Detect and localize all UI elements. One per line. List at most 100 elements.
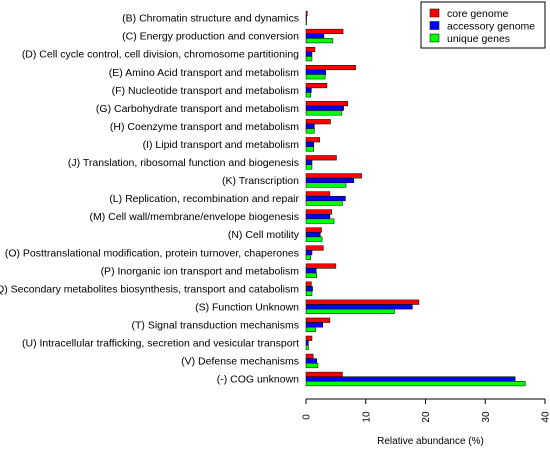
bar-unique-genes-7 bbox=[305, 146, 315, 152]
bar-core-genome-15 bbox=[305, 281, 312, 287]
category-label-5: (G) Carbohydrate transport and metabolis… bbox=[96, 103, 299, 115]
category-label-19: (V) Defense mechanisms bbox=[181, 356, 299, 368]
bar-unique-genes-11 bbox=[305, 218, 335, 224]
bar-unique-genes-16 bbox=[305, 308, 395, 314]
category-label-8: (J) Translation, ribosomal function and … bbox=[68, 157, 299, 169]
x-tick-label-0: 0 bbox=[302, 414, 313, 420]
bar-unique-genes-10 bbox=[305, 200, 343, 206]
bar-core-genome-4 bbox=[305, 83, 328, 89]
category-label-2: (D) Cell cycle control, cell division, c… bbox=[22, 49, 299, 61]
category-label-11: (M) Cell wall/membrane/envelope biogenes… bbox=[89, 211, 299, 223]
category-label-15: (Q) Secondary metabolites biosynthesis, … bbox=[0, 283, 299, 295]
category-label-9: (K) Transcription bbox=[222, 175, 299, 187]
category-label-16: (S) Function Unknown bbox=[195, 301, 299, 313]
bar-core-genome-9 bbox=[305, 173, 362, 179]
bar-core-genome-20 bbox=[305, 371, 343, 377]
bar-core-genome-1 bbox=[305, 28, 344, 34]
bar-unique-genes-4 bbox=[305, 92, 312, 98]
bar-core-genome-14 bbox=[305, 263, 337, 269]
bar-core-genome-19 bbox=[305, 353, 314, 359]
bar-unique-genes-3 bbox=[305, 74, 326, 80]
bar-accessory-genome-2 bbox=[305, 51, 313, 57]
x-axis-title: Relative abundance (%) bbox=[377, 436, 484, 447]
category-label-14: (P) Inorganic ion transport and metaboli… bbox=[101, 265, 300, 277]
bars-group bbox=[305, 10, 526, 387]
bar-accessory-genome-8 bbox=[305, 159, 313, 165]
bar-unique-genes-9 bbox=[305, 182, 347, 188]
bar-accessory-genome-10 bbox=[305, 195, 346, 202]
bar-accessory-genome-13 bbox=[305, 250, 313, 256]
category-labels: (B) Chromatin structure and dynamics (C) … bbox=[0, 13, 300, 386]
bar-unique-genes-5 bbox=[305, 110, 343, 116]
bar-accessory-genome-14 bbox=[305, 268, 317, 274]
x-tick-label-1: 10 bbox=[361, 411, 372, 423]
bar-unique-genes-14 bbox=[305, 272, 317, 278]
x-tick-label-3: 30 bbox=[481, 411, 492, 423]
bar-unique-genes-20 bbox=[305, 381, 526, 387]
bar-core-genome-8 bbox=[305, 155, 337, 161]
bar-core-genome-13 bbox=[305, 245, 324, 251]
category-label-3: (E) Amino Acid transport and metabolism bbox=[109, 67, 300, 79]
x-axis: 0 10 20 30 40 bbox=[302, 398, 550, 423]
bar-core-genome-7 bbox=[305, 137, 320, 143]
bar-core-genome-2 bbox=[305, 46, 316, 53]
legend-label-1: accessory genome bbox=[447, 20, 535, 32]
category-label-12: (N) Cell motility bbox=[228, 229, 300, 241]
category-label-20: (-) COG unknown bbox=[217, 374, 299, 386]
bar-core-genome-10 bbox=[305, 191, 331, 197]
bar-unique-genes-0 bbox=[305, 20, 307, 26]
category-label-0: (B) Chromatin structure and dynamics bbox=[122, 13, 299, 25]
bar-accessory-genome-19 bbox=[305, 358, 317, 364]
legend-swatch-0 bbox=[429, 8, 440, 18]
bar-core-genome-12 bbox=[305, 227, 322, 233]
legend-label-2: unique genes bbox=[447, 33, 510, 45]
bar-accessory-genome-5 bbox=[305, 105, 344, 111]
bar-accessory-genome-18 bbox=[305, 340, 309, 346]
bar-unique-genes-19 bbox=[305, 363, 319, 369]
category-label-13: (O) Posttranslational modification, prot… bbox=[5, 247, 299, 259]
bar-unique-genes-13 bbox=[305, 254, 312, 260]
bar-accessory-genome-0 bbox=[305, 15, 307, 21]
category-label-4: (F) Nucleotide transport and metabolism bbox=[112, 85, 300, 97]
bar-unique-genes-15 bbox=[305, 290, 313, 296]
bar-core-genome-3 bbox=[305, 65, 356, 71]
bar-unique-genes-12 bbox=[305, 236, 323, 242]
legend-box bbox=[420, 1, 546, 49]
bar-core-genome-0 bbox=[305, 10, 308, 16]
bar-accessory-genome-17 bbox=[305, 322, 323, 328]
bar-core-genome-16 bbox=[305, 299, 420, 305]
bar-accessory-genome-3 bbox=[305, 69, 326, 75]
bar-accessory-genome-20 bbox=[305, 376, 516, 382]
legend-swatch-1 bbox=[429, 21, 440, 30]
bar-unique-genes-1 bbox=[305, 38, 334, 44]
category-label-10: (L) Replication, recombination and repai… bbox=[109, 193, 299, 205]
bar-unique-genes-6 bbox=[305, 128, 315, 134]
legend-swatch-2 bbox=[429, 33, 440, 43]
bar-accessory-genome-11 bbox=[305, 214, 331, 220]
category-label-17: (T) Signal transduction mechanisms bbox=[132, 319, 299, 331]
bar-accessory-genome-9 bbox=[305, 177, 355, 183]
bar-accessory-genome-7 bbox=[305, 141, 315, 147]
category-label-7: (I) Lipid transport and metabolism bbox=[143, 139, 300, 151]
x-tick-label-2: 20 bbox=[421, 411, 432, 423]
bar-core-genome-6 bbox=[305, 119, 331, 125]
bar-accessory-genome-6 bbox=[305, 123, 315, 129]
bar-core-genome-11 bbox=[305, 209, 332, 215]
category-label-6: (H) Coenzyme transport and metabolism bbox=[110, 121, 299, 133]
bar-core-genome-5 bbox=[305, 101, 349, 107]
bar-core-genome-17 bbox=[305, 317, 331, 323]
bar-accessory-genome-4 bbox=[305, 87, 312, 93]
bar-unique-genes-2 bbox=[305, 56, 313, 62]
category-label-18: (U) Intracellular trafficking, secretion… bbox=[22, 338, 299, 350]
bar-accessory-genome-15 bbox=[305, 286, 313, 292]
x-tick-label-4: 40 bbox=[541, 411, 550, 423]
bar-accessory-genome-1 bbox=[305, 33, 325, 39]
bar-core-genome-18 bbox=[305, 335, 313, 341]
bar-unique-genes-8 bbox=[305, 164, 313, 170]
legend-label-0: core genome bbox=[447, 8, 508, 20]
bar-unique-genes-17 bbox=[305, 326, 316, 332]
bar-accessory-genome-16 bbox=[305, 304, 413, 310]
bar-unique-genes-18 bbox=[305, 344, 309, 351]
